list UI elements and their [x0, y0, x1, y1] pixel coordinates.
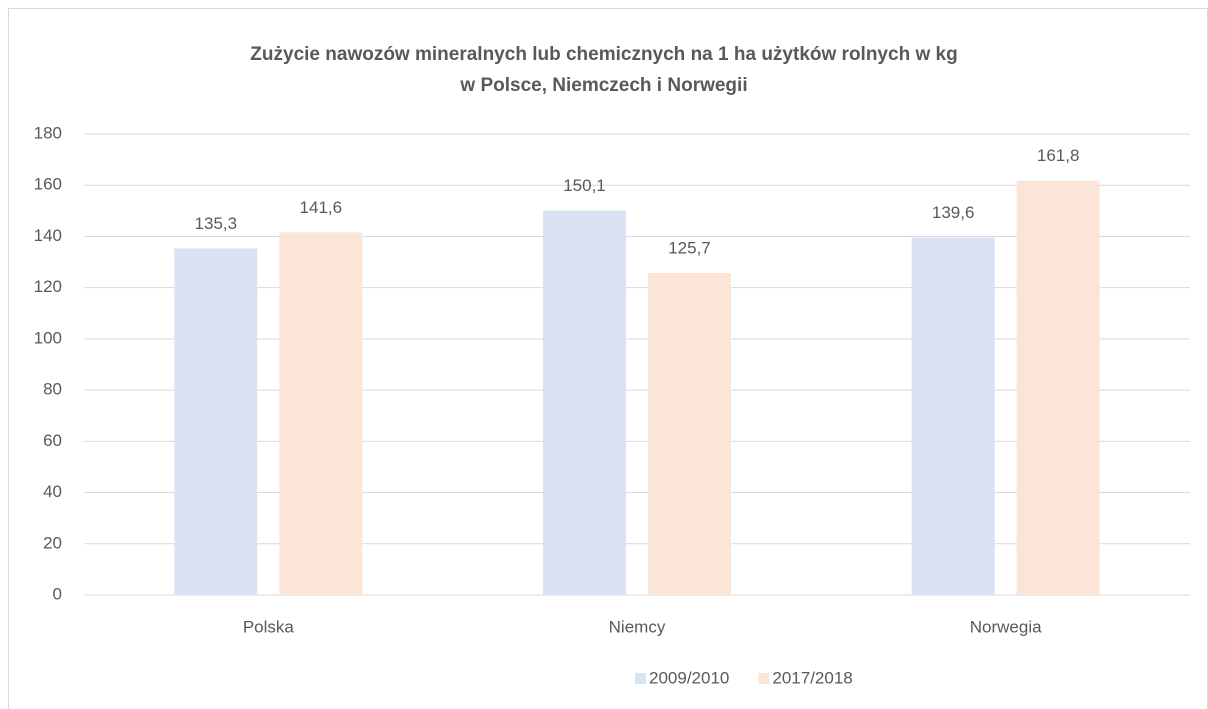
data-label: 141,6	[300, 198, 343, 217]
x-tick-label: Niemcy	[609, 617, 666, 636]
data-label: 125,7	[668, 239, 711, 258]
data-label: 139,6	[932, 203, 975, 222]
bar	[1016, 180, 1100, 595]
legend-swatch	[635, 673, 646, 684]
legend-label: 2017/2018	[772, 668, 852, 687]
bar	[279, 232, 363, 595]
chart-title: w Polsce, Niemczech i Norwegii	[459, 75, 747, 96]
bar	[911, 237, 995, 596]
y-tick-label: 140	[34, 226, 62, 245]
x-tick-label: Polska	[243, 617, 295, 636]
y-tick-label: 60	[43, 431, 62, 450]
x-tick-label: Norwegia	[970, 617, 1042, 636]
y-tick-label: 180	[34, 123, 62, 142]
chart-title: Zużycie nawozów mineralnych lub chemiczn…	[250, 44, 957, 65]
legend-swatch	[758, 673, 770, 684]
y-tick-label: 20	[43, 533, 62, 552]
y-tick-label: 100	[34, 328, 62, 347]
bar	[648, 273, 731, 595]
y-tick-label: 80	[43, 380, 62, 399]
legend-label: 2009/2010	[649, 668, 729, 687]
data-label: 161,8	[1037, 146, 1080, 165]
data-label: 135,3	[195, 214, 238, 233]
y-tick-label: 120	[34, 277, 62, 296]
y-tick-label: 160	[34, 175, 62, 194]
y-tick-label: 40	[43, 482, 62, 501]
bar	[174, 248, 258, 595]
bar	[543, 210, 626, 596]
y-tick-label: 0	[53, 584, 62, 603]
data-label: 150,1	[563, 176, 606, 195]
